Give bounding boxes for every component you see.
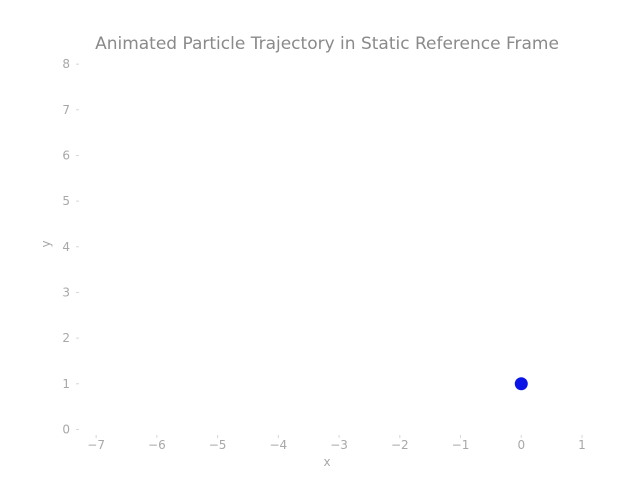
y-tick-label: 7	[62, 103, 70, 117]
x-tick-label: −2	[391, 438, 409, 452]
x-tick-label: −7	[87, 438, 105, 452]
x-tick-label: −1	[452, 438, 470, 452]
y-tick-label: 4	[62, 240, 70, 254]
y-tick-label: 3	[62, 285, 70, 299]
y-tick-label: 5	[62, 194, 70, 208]
x-tick-label: −6	[148, 438, 166, 452]
x-axis-label: x	[323, 455, 330, 469]
y-axis: 0 1 2 3 4 5 6 7 8	[62, 57, 79, 436]
particle-point	[514, 377, 528, 391]
y-tick-label: 6	[62, 148, 70, 162]
chart-title: Animated Particle Trajectory in Static R…	[95, 34, 559, 54]
x-tick-label: 0	[517, 438, 525, 452]
y-tick-label: 0	[62, 422, 70, 436]
x-tick-label: −5	[209, 438, 227, 452]
y-tick-label: 8	[62, 57, 70, 71]
y-tick-label: 1	[62, 377, 70, 391]
y-axis-label: y	[39, 240, 53, 247]
x-tick-label: 1	[578, 438, 586, 452]
y-tick-label: 2	[62, 331, 70, 345]
plot-area	[514, 377, 528, 391]
x-axis: −7 −6 −5 −4 −3 −2 −1 0 1	[87, 435, 586, 452]
x-tick-label: −4	[269, 438, 287, 452]
x-tick-label: −3	[330, 438, 348, 452]
